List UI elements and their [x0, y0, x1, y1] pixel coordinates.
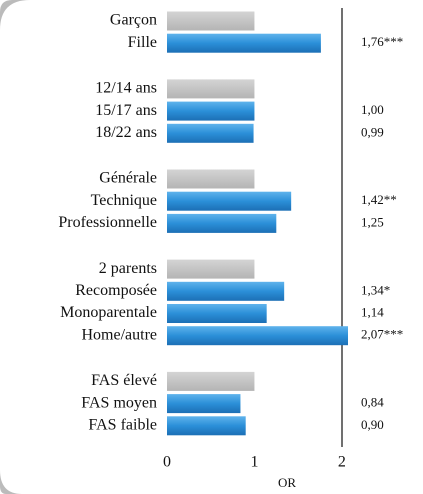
bar [167, 191, 292, 211]
corner-decoration [0, 470, 22, 494]
category-label: 2 parents [99, 260, 157, 277]
value-label: 0,84 [361, 395, 384, 410]
bar [167, 304, 267, 323]
value-label: 2,07*** [361, 327, 403, 342]
bar [167, 394, 241, 414]
category-label: Recomposée [75, 282, 157, 299]
bar [167, 169, 255, 189]
category-label: Garçon [110, 12, 157, 29]
value-label: 1,00 [361, 102, 384, 117]
bar [167, 79, 255, 99]
bar [167, 101, 255, 121]
x-tick-label: 2 [338, 454, 346, 471]
value-label: 1,76*** [361, 34, 403, 49]
x-tick-label: 0 [163, 454, 171, 471]
category-label: FAS élevé [91, 372, 157, 389]
category-label: Technique [91, 192, 157, 209]
category-label: 12/14 ans [95, 80, 157, 97]
bar [167, 326, 348, 346]
category-label: FAS moyen [81, 394, 157, 411]
value-label: 0,90 [361, 417, 384, 432]
bar [167, 123, 254, 143]
bar [167, 259, 255, 279]
category-label: Monoparentale [60, 304, 157, 321]
bar [167, 281, 285, 301]
bar [167, 416, 246, 436]
x-axis-label: OR [278, 475, 296, 490]
x-tick-label: 1 [250, 454, 258, 471]
category-label: FAS faible [88, 416, 157, 433]
category-label: Générale [99, 170, 157, 187]
value-label: 1,34* [361, 282, 390, 297]
value-label: 0,99 [361, 124, 384, 139]
bar [167, 213, 277, 233]
category-label: 15/17 ans [95, 102, 157, 119]
category-label: Fille [128, 34, 157, 51]
bar [167, 371, 255, 391]
category-label: Professionnelle [58, 214, 157, 231]
value-label: 1,42** [361, 192, 397, 207]
bar [167, 33, 321, 53]
value-label: 1,25 [361, 214, 384, 229]
category-label: Home/autre [81, 326, 157, 343]
bar [167, 11, 255, 31]
value-label: 1,14 [361, 304, 384, 319]
corner-decoration [0, 0, 30, 30]
category-label: 18/22 ans [95, 124, 157, 141]
